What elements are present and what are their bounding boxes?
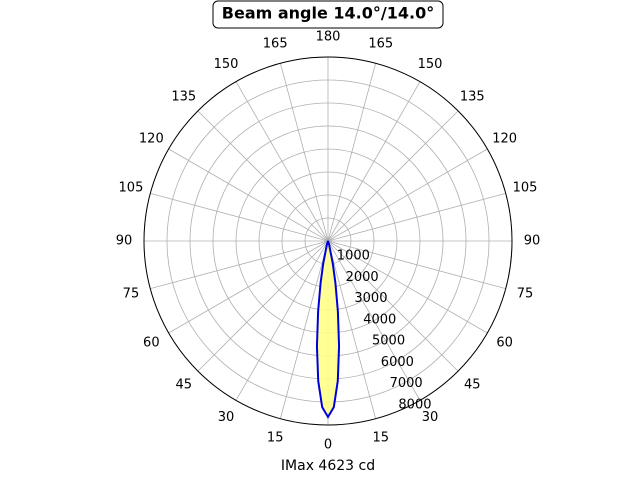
polar-frame	[143, 56, 513, 426]
r-tick-label: 8000	[398, 397, 431, 412]
theta-tick-label: 15	[267, 431, 284, 446]
theta-tick-label: 30	[218, 410, 235, 425]
theta-tick-label: 105	[513, 181, 538, 196]
r-tick-label: 7000	[390, 376, 423, 391]
intensity-fill	[316, 241, 340, 417]
r-tick-label: 4000	[363, 312, 396, 327]
title-box	[212, 0, 444, 29]
r-tick-label: 1000	[337, 249, 370, 264]
theta-tick-label: 180	[316, 30, 341, 45]
theta-tick-label: 30	[422, 410, 439, 425]
theta-tick-label: 165	[368, 36, 393, 51]
theta-tick-label: 150	[418, 57, 443, 72]
theta-tick-label: 75	[517, 286, 534, 301]
theta-tick-label: 105	[119, 181, 144, 196]
theta-tick-label: 60	[496, 336, 513, 351]
theta-tick-label: 0	[324, 438, 332, 453]
theta-tick-label: 150	[214, 57, 239, 72]
r-tick-label: 3000	[354, 291, 387, 306]
intensity-curve	[315, 240, 341, 419]
theta-tick-label: 165	[263, 36, 288, 51]
x-axis-label: IMax 4623 cd	[281, 458, 375, 474]
theta-tick-label: 60	[143, 336, 160, 351]
theta-tick-label: 75	[123, 286, 140, 301]
theta-tick-label: 90	[524, 234, 541, 249]
theta-tick-label: 90	[116, 234, 133, 249]
theta-tick-label: 45	[464, 378, 481, 393]
r-tick-label: 5000	[372, 334, 405, 349]
theta-tick-label: 135	[171, 89, 196, 104]
chart-title: Beam angle 14.0°/14.0°	[222, 4, 434, 23]
theta-tick-label: 120	[492, 132, 517, 147]
theta-tick-label: 15	[373, 431, 390, 446]
theta-tick-label: 135	[460, 89, 485, 104]
theta-tick-label: 120	[139, 132, 164, 147]
r-tick-label: 2000	[346, 270, 379, 285]
r-tick-label: 6000	[381, 355, 414, 370]
theta-tick-label: 45	[175, 378, 192, 393]
